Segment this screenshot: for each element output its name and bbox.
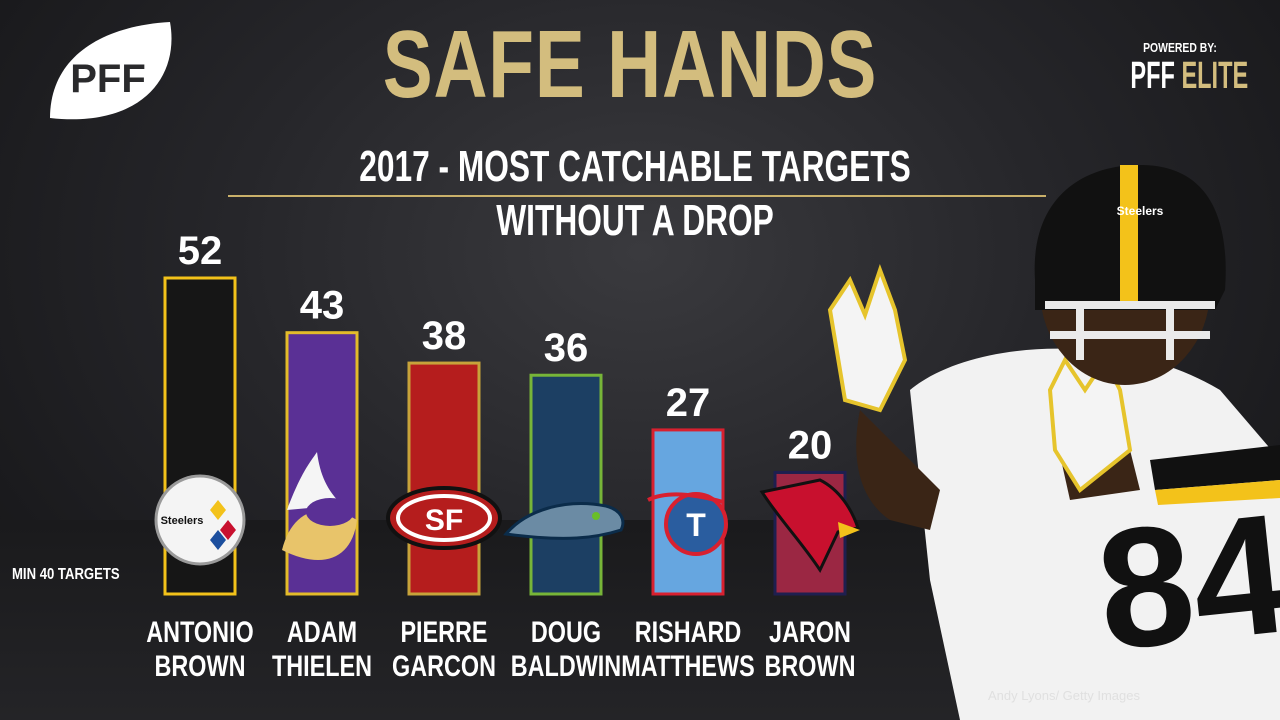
- vikings-horn: [287, 452, 342, 510]
- helmet-logo-text: Steelers: [1117, 204, 1164, 218]
- 49ers-logo-text: SF: [425, 504, 463, 537]
- player-name-label: THIELEN: [272, 649, 372, 682]
- value-label: 27: [666, 381, 711, 425]
- seahawks-logo-icon: [503, 502, 625, 540]
- player-name-label: RISHARD: [635, 615, 742, 648]
- value-label: 36: [544, 326, 589, 370]
- hypocycloid-blue: [210, 530, 226, 550]
- player-name-label: BROWN: [765, 649, 856, 682]
- player-name-label: PIERRE: [400, 615, 487, 648]
- photo-credit: Andy Lyons/ Getty Images: [988, 688, 1140, 703]
- powered-by-badge: POWERED BY: PFF ELITE: [1100, 40, 1260, 97]
- 49ers-logo-ring: [396, 494, 492, 542]
- value-label: 52: [178, 229, 223, 273]
- cardinals-beak: [838, 522, 860, 538]
- value-label: 20: [788, 423, 833, 467]
- player-name-label: BROWN: [155, 649, 246, 682]
- bar-49ers: [407, 361, 481, 596]
- player-name-label: JARON: [769, 615, 851, 648]
- brand-accent: ELITE: [1181, 55, 1249, 97]
- steelers-logo-text: Steelers: [161, 515, 204, 527]
- value-label: 38: [422, 314, 467, 358]
- jersey-number: 84: [1089, 478, 1280, 687]
- player-name-label: ADAM: [287, 615, 357, 648]
- pff-logo: PFF: [50, 22, 172, 120]
- powered-by-label: POWERED BY:: [1143, 40, 1217, 55]
- pff-logo-text: PFF: [70, 57, 146, 101]
- player-name-label: GARCON: [392, 649, 496, 682]
- page-subtitle: 2017 - MOST CATCHABLE TARGETS WITHOUT A …: [359, 142, 911, 245]
- value-label: 43: [300, 284, 345, 328]
- titans-logo-text: T: [686, 507, 706, 543]
- seahawks-eye: [592, 512, 600, 520]
- brand-main: PFF: [1130, 55, 1175, 97]
- 49ers-logo-icon: [386, 486, 502, 550]
- cardinals-logo-icon: [759, 478, 860, 574]
- vikings-helmet: [306, 498, 354, 526]
- player-name-label: ANTONIO: [146, 615, 253, 648]
- hypocycloid-red: [220, 520, 236, 540]
- player-name-label: BALDWIN: [511, 649, 621, 682]
- hypocycloid-yellow: [210, 500, 226, 520]
- player-name-label: MATTHEWS: [621, 649, 754, 682]
- bar-seahawks: [529, 373, 603, 596]
- min-targets-note: MIN 40 TARGETS: [12, 566, 120, 583]
- titans-flame: [647, 492, 724, 504]
- subtitle-underline: [228, 195, 1046, 197]
- player-photo: 84 Steelers: [827, 165, 1280, 720]
- player-name-label: DOUG: [531, 615, 601, 648]
- page-title: SAFE HANDS: [382, 11, 878, 118]
- pff-elite-label: PFF ELITE: [1130, 55, 1248, 97]
